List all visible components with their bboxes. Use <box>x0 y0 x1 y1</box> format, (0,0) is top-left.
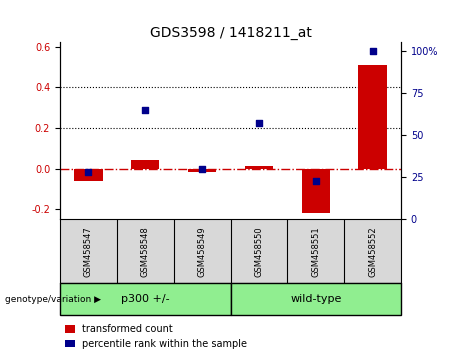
Bar <box>131 160 160 169</box>
Bar <box>74 169 102 181</box>
FancyBboxPatch shape <box>60 283 230 315</box>
Bar <box>358 65 387 169</box>
Point <box>198 166 206 172</box>
Point <box>85 170 92 175</box>
Legend: transformed count, percentile rank within the sample: transformed count, percentile rank withi… <box>65 324 247 349</box>
Text: GSM458547: GSM458547 <box>84 226 93 277</box>
Point <box>142 107 149 113</box>
Text: GSM458552: GSM458552 <box>368 226 377 277</box>
Title: GDS3598 / 1418211_at: GDS3598 / 1418211_at <box>149 26 312 40</box>
Text: genotype/variation ▶: genotype/variation ▶ <box>5 295 100 304</box>
Text: GSM458551: GSM458551 <box>311 226 320 277</box>
Point <box>312 178 319 183</box>
Text: p300 +/-: p300 +/- <box>121 294 170 304</box>
Point <box>369 48 376 54</box>
Bar <box>301 169 330 213</box>
Point <box>255 121 263 126</box>
Bar <box>188 169 216 172</box>
Text: wild-type: wild-type <box>290 294 342 304</box>
Text: GSM458548: GSM458548 <box>141 226 150 277</box>
Text: GSM458549: GSM458549 <box>198 226 207 277</box>
FancyBboxPatch shape <box>230 283 401 315</box>
Bar <box>245 166 273 169</box>
Text: GSM458550: GSM458550 <box>254 226 263 277</box>
